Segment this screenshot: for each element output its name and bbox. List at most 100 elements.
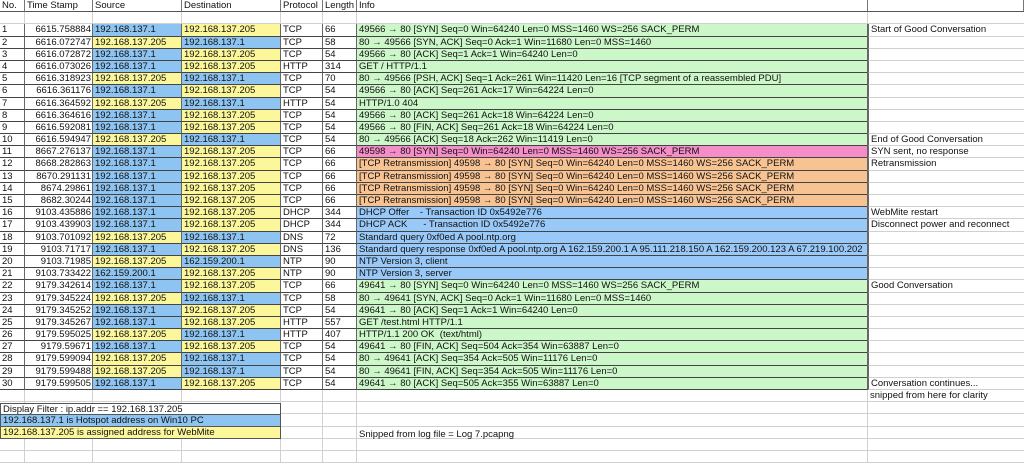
cell-no[interactable]: 27 — [0, 341, 25, 354]
table-row[interactable]: 13 8670.291131 192.168.137.1 192.168.137.20… — [0, 170, 1024, 183]
cell-info[interactable]: 49641 → 80 [FIN, ACK] Seq=504 Ack=354 Wi… — [357, 341, 868, 354]
cell-note[interactable] — [868, 255, 1024, 269]
table-row[interactable]: 9 6616.592081 192.168.137.1 192.168.137.205… — [0, 121, 1024, 135]
cell-destination[interactable]: 192.168.137.205 — [182, 280, 281, 293]
cell[interactable] — [0, 450, 25, 464]
cell-destination[interactable]: 192.168.137.1 — [182, 353, 281, 366]
cell-no[interactable]: 29 — [0, 365, 25, 378]
cell-source[interactable]: 192.168.137.1 — [93, 109, 182, 122]
cell[interactable] — [357, 450, 868, 464]
table-row[interactable]: 2 6616.072747 192.168.137.205 192.168.137.1… — [0, 36, 1024, 49]
cell-source[interactable]: 192.168.137.1 — [93, 146, 182, 159]
cell-note[interactable] — [868, 170, 1024, 183]
cell[interactable] — [868, 439, 1024, 451]
table-row[interactable]: 10 6616.594947 192.168.137.205 192.168.137.… — [0, 134, 1024, 147]
table-row[interactable]: 19 9103.71717 192.168.137.1 192.168.137.205… — [0, 243, 1024, 256]
cell-note[interactable] — [868, 304, 1024, 317]
cell-note[interactable] — [868, 231, 1024, 244]
cell-source[interactable]: 192.168.137.1 — [93, 121, 182, 135]
cell[interactable] — [357, 402, 868, 415]
table-row[interactable]: 6 6616.361176 192.168.137.1 192.168.137.205… — [0, 85, 1024, 98]
table-row[interactable]: 15 8682.30244 192.168.137.1 192.168.137.205… — [0, 195, 1024, 208]
cell-no[interactable]: 28 — [0, 353, 25, 366]
cell-length[interactable]: 314 — [323, 60, 357, 74]
cell-note[interactable] — [868, 195, 1024, 208]
cell[interactable] — [281, 390, 323, 403]
cell-timestamp[interactable]: 6616.594947 — [25, 134, 93, 147]
cell-note[interactable] — [868, 316, 1024, 330]
cell-source[interactable]: 192.168.137.1 — [93, 158, 182, 171]
cell-note[interactable] — [868, 292, 1024, 305]
cell-protocol[interactable]: TCP — [281, 85, 323, 98]
cell-info[interactable]: 49598 → 80 [SYN] Seq=0 Win=64240 Len=0 M… — [357, 146, 868, 159]
cell-no[interactable]: 6 — [0, 85, 25, 98]
table-row[interactable]: 21 9103.733422 162.159.200.1 192.168.137.20… — [0, 268, 1024, 281]
table-row[interactable]: 22 9179.342614 192.168.137.1 192.168.137.20… — [0, 280, 1024, 293]
cell-info[interactable]: 80 → 49566 [PSH, ACK] Seq=1 Ack=261 Win=… — [357, 73, 868, 86]
table-row[interactable]: 8 6616.364616 192.168.137.1 192.168.137.205… — [0, 109, 1024, 122]
cell-protocol[interactable]: HTTP — [281, 97, 323, 110]
cell-source[interactable]: 192.168.137.1 — [93, 182, 182, 195]
cell-note[interactable] — [868, 121, 1024, 135]
cell-info[interactable]: HTTP/1.1 200 OK (text/html) — [357, 329, 868, 342]
cell-destination[interactable]: 192.168.137.205 — [182, 207, 281, 220]
cell-note[interactable] — [868, 97, 1024, 110]
col-header-no[interactable]: No. — [0, 0, 25, 13]
cell-note[interactable] — [868, 48, 1024, 61]
cell-info[interactable]: 49566 → 80 [ACK] Seq=261 Ack=17 Win=6422… — [357, 85, 868, 98]
cell-length[interactable]: 136 — [323, 243, 357, 256]
cell-protocol[interactable]: TCP — [281, 304, 323, 317]
cell-timestamp[interactable]: 9103.439903 — [25, 219, 93, 232]
cell[interactable] — [0, 438, 25, 451]
cell-info[interactable]: 80 → 49641 [FIN, ACK] Seq=354 Ack=505 Wi… — [357, 365, 868, 378]
cell-source[interactable]: 192.168.137.205 — [93, 97, 182, 110]
cell-source[interactable]: 192.168.137.1 — [93, 243, 182, 256]
cell-no[interactable]: 12 — [0, 158, 25, 171]
cell-source[interactable]: 192.168.137.205 — [93, 365, 182, 378]
cell[interactable] — [25, 390, 93, 403]
col-header-length[interactable]: Length — [323, 0, 357, 13]
cell-source[interactable]: 192.168.137.1 — [93, 48, 182, 61]
cell-no[interactable]: 8 — [0, 109, 25, 122]
cell-info[interactable]: [TCP Retransmission] 49598 → 80 [SYN] Se… — [357, 170, 868, 183]
cell-destination[interactable]: 192.168.137.205 — [182, 268, 281, 281]
cell-no[interactable]: 26 — [0, 329, 25, 342]
cell-note[interactable] — [868, 109, 1024, 122]
cell-destination[interactable]: 162.159.200.1 — [182, 255, 281, 269]
cell-no[interactable]: 7 — [0, 97, 25, 110]
table-row[interactable]: 4 6616.073026 192.168.137.1 192.168.137.205… — [0, 60, 1024, 74]
cell-protocol[interactable]: TCP — [281, 24, 323, 37]
table-row[interactable]: 14 8674.29861 192.168.137.1 192.168.137.205… — [0, 182, 1024, 195]
cell-info[interactable]: 49641 → 80 [ACK] Seq=505 Ack=355 Win=638… — [357, 377, 868, 390]
cell-note[interactable] — [868, 85, 1024, 98]
cell-info[interactable]: [TCP Retransmission] 49598 → 80 [SYN] Se… — [357, 182, 868, 195]
cell-length[interactable]: 344 — [323, 219, 357, 232]
cell-protocol[interactable]: TCP — [281, 195, 323, 208]
cell-length[interactable]: 70 — [323, 73, 357, 86]
cell[interactable] — [323, 450, 357, 464]
cell-destination[interactable]: 192.168.137.205 — [182, 121, 281, 135]
cell-length[interactable]: 54 — [323, 121, 357, 135]
cell[interactable] — [0, 390, 25, 403]
table-row[interactable]: 5 6616.318923 192.168.137.205 192.168.137.1… — [0, 73, 1024, 86]
cell-length[interactable]: 54 — [323, 304, 357, 317]
table-row[interactable]: 24 9179.345252 192.168.137.1 192.168.137.20… — [0, 304, 1024, 317]
table-row[interactable]: 17 9103.439903 192.168.137.1 192.168.137.20… — [0, 219, 1024, 232]
cell-note[interactable]: Disconnect power and reconnect — [868, 219, 1024, 232]
cell-source[interactable]: 192.168.137.205 — [93, 329, 182, 342]
cell-destination[interactable]: 192.168.137.1 — [182, 231, 281, 244]
cell[interactable] — [182, 438, 281, 451]
cell-protocol[interactable]: NTP — [281, 255, 323, 269]
cell-length[interactable]: 54 — [323, 109, 357, 122]
cell-note[interactable] — [868, 268, 1024, 281]
cell-protocol[interactable]: TCP — [281, 365, 323, 378]
cell-destination[interactable]: 192.168.137.205 — [182, 304, 281, 317]
cell-length[interactable]: 54 — [323, 97, 357, 110]
cell-timestamp[interactable]: 6616.072872 — [25, 48, 93, 61]
cell-info[interactable]: 49566 → 80 [ACK] Seq=1 Ack=1 Win=64240 L… — [357, 48, 868, 61]
cell-note[interactable] — [868, 365, 1024, 378]
cell-info[interactable]: DHCP Offer - Transaction ID 0x5492e776 — [357, 207, 868, 220]
cell-timestamp[interactable]: 9103.71717 — [25, 243, 93, 256]
cell-note[interactable]: End of Good Conversation — [868, 134, 1024, 147]
cell-destination[interactable]: 192.168.137.205 — [182, 109, 281, 122]
